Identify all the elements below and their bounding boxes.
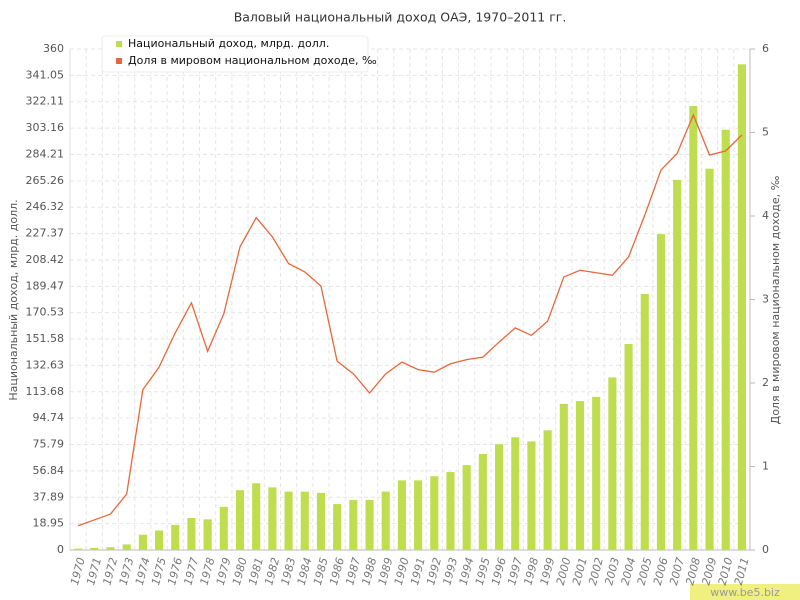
bar [235,490,245,550]
y-tick-label: 170.53 [26,306,65,319]
bar [656,234,665,550]
bar [203,519,212,550]
y-tick-label: 303.16 [26,121,65,134]
bar [543,430,552,550]
chart-title: Валовый национальный доход ОАЭ, 1970–201… [234,10,567,25]
bar [446,472,455,550]
y-tick-label: 227.37 [26,227,65,240]
y-tick-label: 246.32 [26,200,65,213]
bar [640,293,649,550]
bar [495,444,504,550]
y-tick-label: 132.63 [26,358,65,371]
bar [559,403,568,550]
bar [284,491,293,550]
y-tick-label: 18.95 [33,517,65,530]
y-tick-label: 284.21 [26,147,65,160]
y-tick-label: 75.79 [33,438,65,451]
bar [511,437,520,550]
watermark-bg [690,584,800,600]
bar [333,504,342,550]
y-tick-label: 208.42 [26,253,65,266]
y2-axis-title: Доля в мировом национальном доходе, ‰ [769,175,782,424]
bar [381,491,390,550]
line [77,113,743,527]
y-tick-label: 0 [57,543,64,556]
watermark: www.be5.biz [710,586,780,599]
bar [349,499,358,550]
y-tick-label: 360 [43,42,64,55]
bar [478,453,487,550]
y-tick-label: 189.47 [26,279,65,292]
bar [365,499,374,550]
bar [673,179,682,551]
legend-box [101,35,369,73]
bar [300,491,309,550]
bar [219,506,228,550]
bar [705,168,714,550]
y2-tick-label: 2 [762,376,769,389]
bar [252,483,261,550]
y2-tick-label: 5 [762,126,769,139]
bar [106,547,115,550]
bar [689,106,698,550]
y2-tick-label: 6 [762,42,769,55]
bar [268,487,277,550]
y-tick-label: 113.68 [26,385,65,398]
legend-label: Доля в мировом национальном доходе, ‰ [128,54,377,67]
bar [187,517,196,550]
bar [430,476,439,550]
y-tick-label: 56.84 [33,464,65,477]
y-tick-label: 322.11 [26,95,65,108]
bar [171,524,180,550]
y2-tick-label: 3 [762,293,769,306]
bar [138,534,147,550]
bar [737,64,746,550]
y-tick-label: 151.58 [26,332,65,345]
bar [122,544,131,550]
bar [575,401,585,550]
bar [624,344,633,550]
bar [74,548,83,550]
bar [462,465,471,550]
bar [414,480,423,550]
bar [721,129,730,550]
y2-tick-label: 0 [762,543,769,556]
bar [592,396,601,550]
bar [608,377,617,550]
y2-tick-label: 4 [762,209,769,222]
bar [316,492,325,550]
legend-marker [116,41,122,47]
bar [527,441,536,550]
y-tick-label: 341.05 [26,68,65,81]
bar [155,530,164,550]
y-axis-title: Национальный доход, млрд. долл. [7,199,20,400]
y2-tick-label: 1 [762,460,769,473]
bar [397,480,406,550]
legend-label: Национальный доход, млрд. долл. [128,37,329,50]
y-tick-label: 265.26 [26,174,65,187]
legend-marker [116,58,122,64]
y-tick-label: 94.74 [33,411,65,424]
y-tick-label: 37.89 [33,490,65,503]
bar [90,547,99,550]
